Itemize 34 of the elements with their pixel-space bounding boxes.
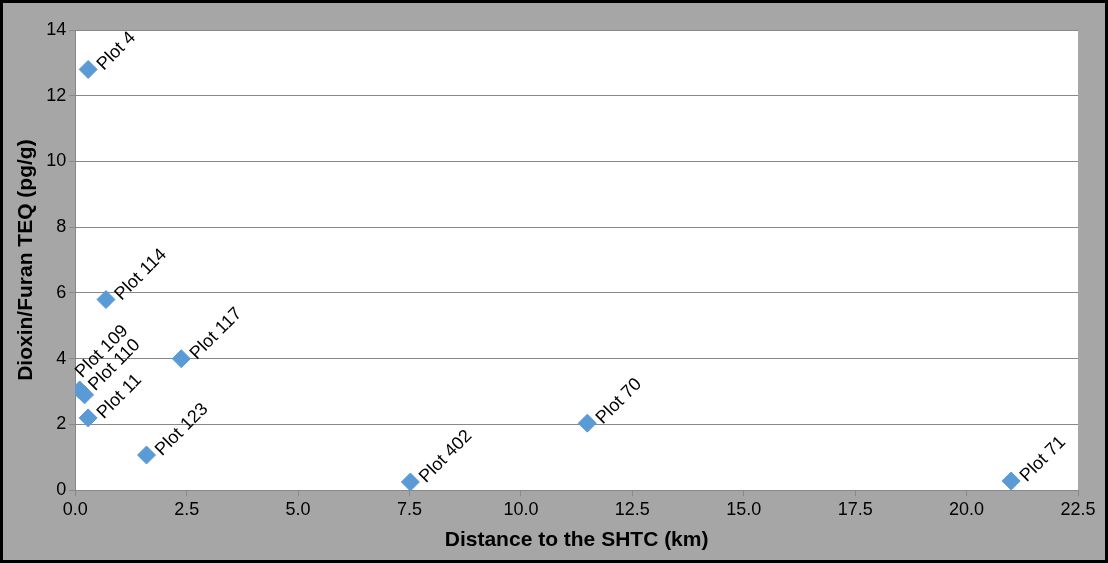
- x-tick-label: 22.5: [1060, 498, 1096, 519]
- x-tick-label: 12.5: [614, 498, 650, 519]
- x-tick-label: 2.5: [174, 498, 200, 519]
- point: [96, 290, 116, 310]
- x-tick-label: 0.0: [62, 498, 88, 519]
- y-tick-label: 14: [46, 18, 67, 39]
- annotation: Plot 123: [150, 398, 212, 460]
- point: [171, 349, 191, 369]
- y-tick-label: 8: [56, 216, 67, 237]
- x-axis-title: Distance to the SHTC (km): [444, 527, 709, 551]
- point: [1001, 471, 1021, 491]
- point: [577, 413, 597, 433]
- point: [78, 408, 98, 428]
- x-tick-label: 7.5: [396, 498, 422, 519]
- annotation: Plot 4: [92, 27, 140, 74]
- y-tick-label: 6: [56, 281, 67, 302]
- y-tick-label: 0: [56, 479, 67, 500]
- y-tick-label: 10: [46, 150, 67, 171]
- x-tick-label: 10.0: [503, 498, 539, 519]
- x-tick-label: 20.0: [949, 498, 985, 519]
- x-tick-label: 5.0: [285, 498, 311, 519]
- y-axis-title: Dioxin/Furan TEQ (pg/g): [13, 139, 37, 381]
- y-tick-label: 4: [56, 347, 67, 368]
- annotation: Plot 402: [414, 425, 476, 487]
- point: [400, 472, 420, 491]
- point: [78, 59, 98, 79]
- y-tick-label: 2: [56, 413, 67, 434]
- y-tick-label: 12: [46, 84, 67, 105]
- annotation: Plot 71: [1015, 431, 1070, 486]
- annotation: Plot 117: [185, 303, 246, 364]
- annotation: Plot 114: [110, 243, 171, 304]
- x-tick-label: 15.0: [726, 498, 762, 519]
- annotation: Plot 70: [591, 373, 646, 428]
- x-tick-label: 17.5: [837, 498, 873, 519]
